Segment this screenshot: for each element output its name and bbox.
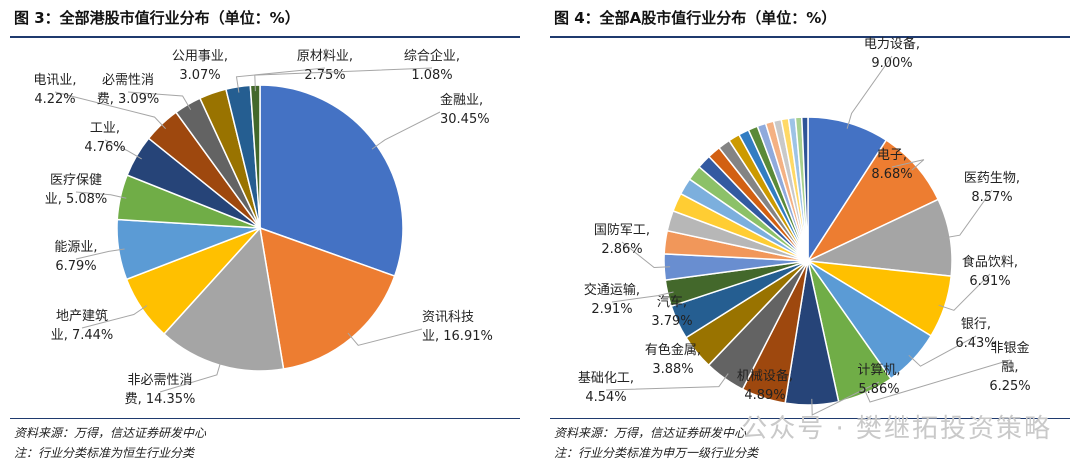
data-label: 电力设备, 9.00% (864, 36, 920, 71)
classification-note: 注：行业分类标准为恒生行业分类 (14, 446, 195, 460)
data-label: 基础化工, 4.54% (578, 371, 634, 405)
data-label: 医疗保健业, 5.08% (45, 173, 108, 207)
pie-slice (800, 116, 809, 262)
data-label: 资讯科技业, 16.91% (422, 310, 493, 344)
leader-line (938, 273, 991, 311)
data-label: 电讯业, 4.22% (33, 73, 76, 107)
leader-line (863, 359, 1011, 403)
data-label: 机械设备, 4.89% (737, 368, 793, 403)
data-label: 地产建筑业, 7.44% (51, 308, 114, 343)
data-label: 医药生物, 8.57% (964, 171, 1020, 205)
data-label: 食品饮料, 6.91% (962, 254, 1018, 289)
data-label: 公用事业, 3.07% (172, 49, 228, 83)
data-label: 综合企业, 1.08% (404, 48, 460, 83)
title-rule (550, 36, 1070, 38)
chart-panel-hk: 图 3：全部港股市值行业分布（单位：%） 金融业, 30.45% 资讯科技业, 16… (0, 0, 530, 468)
data-label: 国防军工, 2.86% (594, 222, 650, 257)
leader-line (908, 335, 977, 367)
leader-line (371, 111, 441, 150)
leader-line (347, 328, 423, 346)
leader-line (254, 67, 433, 92)
leader-line (54, 91, 166, 130)
leader-line (891, 159, 925, 171)
data-label: 能源业, 6.79% (54, 240, 97, 274)
classification-note: 注：行业分类标准为申万一级行业分类 (554, 446, 759, 460)
leader-line (944, 189, 993, 239)
footer-rule (550, 418, 1070, 419)
title-rule (10, 36, 520, 38)
data-label: 计算机, 5.86% (857, 363, 900, 397)
data-label: 有色金属, 3.88% (645, 342, 701, 377)
source-note: 资料来源：万得，信达证券研发中心 (554, 426, 747, 440)
pie-chart-hk: 金融业, 30.45% 资讯科技业, 16.91% 非必需性消费, 14.35% 地产建… (33, 48, 493, 407)
leader-line (75, 248, 125, 260)
leader-line (846, 55, 893, 129)
chart-panel-a-share: 图 4：全部A股市值行业分布（单位：%） 电力设备, 9.00% 电子, 8.68% 医… (540, 0, 1080, 468)
leader-line (104, 139, 142, 160)
chart-title: 图 4：全部A股市值行业分布（单位：%） (554, 9, 837, 27)
data-label: 非必需性消费, 14.35% (125, 373, 196, 407)
data-label: 交通运输, 2.91% (584, 282, 640, 317)
source-note: 资料来源：万得，信达证券研发中心 (14, 426, 207, 440)
data-label: 工业, 4.76% (84, 121, 125, 155)
leader-line (605, 373, 729, 391)
data-label: 电子, 8.68% (871, 148, 912, 182)
leader-line (811, 381, 880, 416)
data-label: 非银金融, 6.25% (989, 340, 1030, 394)
data-label: 必需性消费, 3.09% (97, 73, 160, 107)
chart-title: 图 3：全部港股市值行业分布（单位：%） (14, 9, 300, 27)
leader-line (159, 359, 222, 393)
footer-rule (10, 418, 520, 419)
leader-line (127, 91, 192, 111)
pie-chart-a-share: 电力设备, 9.00% 电子, 8.68% 医药生物, 8.57% 食品饮料, 6.91% 银行… (578, 36, 1031, 416)
leader-line (621, 241, 671, 269)
data-label: 汽车, 3.79% (651, 294, 692, 329)
leader-line (611, 291, 674, 303)
data-label: 金融业, 30.45% (440, 92, 490, 127)
data-label: 银行, 6.43% (955, 317, 996, 351)
leader-line (75, 191, 127, 199)
leader-line (81, 305, 148, 329)
data-label: 原材料业, 2.75% (297, 49, 353, 83)
watermark: 公众号 · 樊继拓投资策略 (741, 414, 1052, 444)
leader-line (235, 67, 326, 93)
